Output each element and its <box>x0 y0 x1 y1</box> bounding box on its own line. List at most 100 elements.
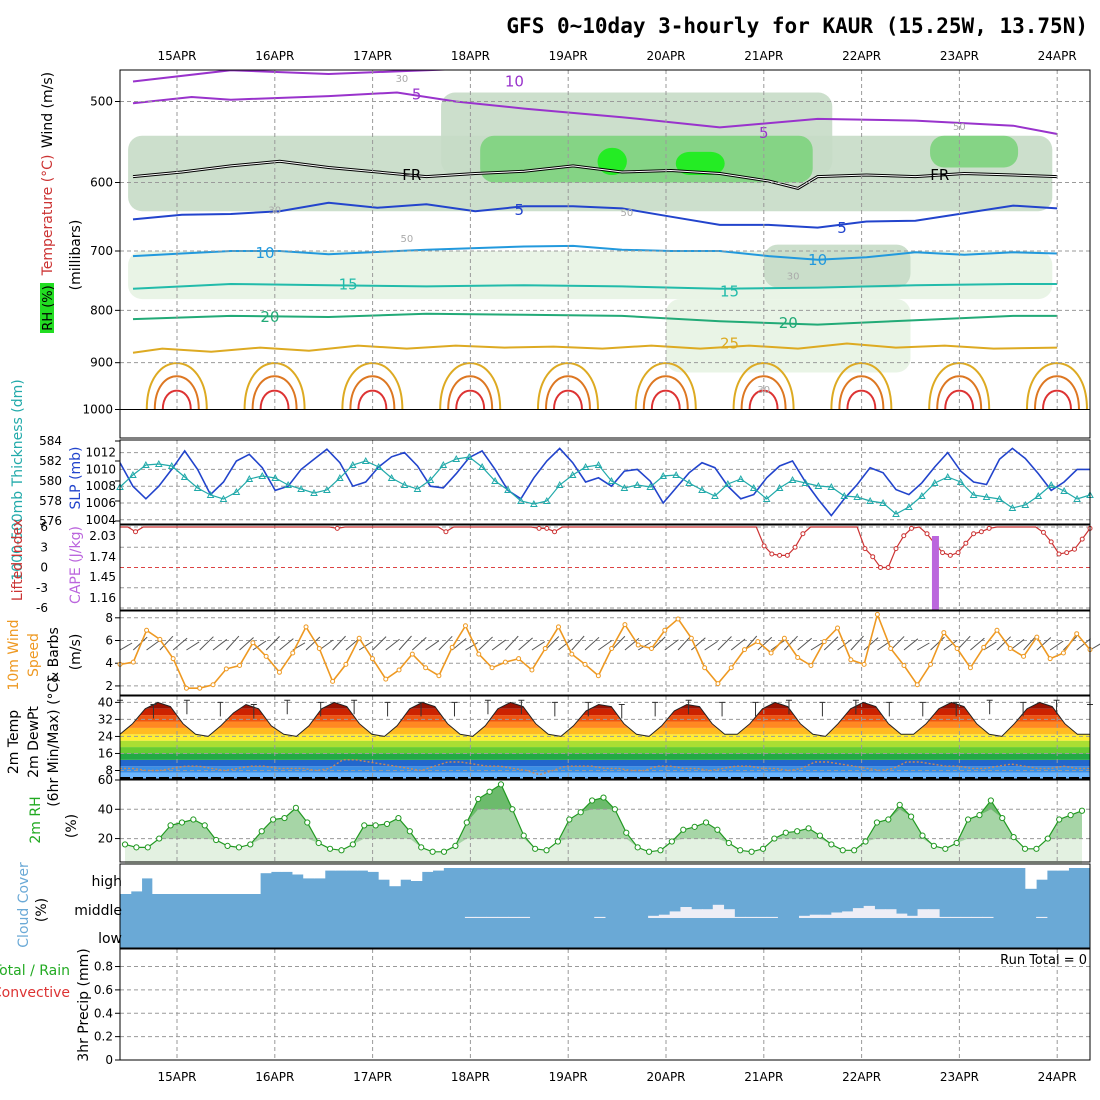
thickness-frame <box>119 439 1091 525</box>
wind-barb <box>159 635 174 651</box>
rh-point <box>463 819 470 826</box>
y-tick-label: 24 <box>98 729 113 743</box>
cloud-high-gap <box>260 864 272 868</box>
thickness-point <box>439 460 448 468</box>
y-tick-label: 600 <box>90 176 113 190</box>
cloud-high-bar <box>292 868 304 875</box>
wind-speed-point <box>423 665 429 671</box>
rh-point <box>885 816 892 823</box>
wind-barb <box>172 637 188 651</box>
wind-barb <box>863 637 879 651</box>
thickness-point <box>555 480 564 488</box>
thickness-point <box>167 461 176 469</box>
thickness-point <box>620 483 629 491</box>
rh-point <box>816 832 824 839</box>
temp-line <box>119 701 1090 737</box>
temp-band <box>120 772 1090 779</box>
lifted-index-point <box>1071 546 1077 552</box>
wind-speed-point <box>688 635 694 641</box>
wind-speed-point <box>569 651 575 657</box>
date-label-bottom: 15APR <box>157 1070 196 1084</box>
wind-speed-point <box>250 640 256 646</box>
contour-label: FR <box>930 166 949 184</box>
wind-speed-point <box>742 647 748 653</box>
cape-axis-title: CAPE (J/kg) <box>68 526 84 604</box>
y-tick-label: 16 <box>98 746 113 760</box>
low-level-isotherm <box>259 389 290 410</box>
lifted-index-point <box>877 565 883 570</box>
cloud-middle-bar <box>518 916 531 918</box>
y-tick-label: 32 <box>98 712 113 726</box>
y-tick-label: 576 <box>39 514 62 528</box>
low-level-isotherm <box>544 375 591 410</box>
wind-barb <box>584 636 600 651</box>
wind-speed-point <box>303 624 309 630</box>
wind-barb <box>146 639 161 651</box>
isotherm-line <box>132 244 1058 261</box>
lifted-index-point <box>947 552 953 558</box>
y-tick-label: 40 <box>98 695 113 709</box>
lifted-index-cape-panel: 6 3 0 -3 -6 1.16 1.45 1.74 2.03 Lifted Index CAPE … <box>10 519 1093 615</box>
wind-speed-point <box>1021 653 1027 659</box>
wind-axis-title: Wind (m/s) <box>40 72 56 148</box>
wind-barb <box>411 637 427 651</box>
rh-point <box>304 819 311 826</box>
date-label-bottom: 17APR <box>353 1070 392 1084</box>
wind-barb <box>372 636 387 651</box>
cloud-high-bar <box>378 868 390 880</box>
wind-speed-point <box>635 642 641 648</box>
cloud-high-bar <box>1046 868 1059 871</box>
wind-barb <box>225 635 240 651</box>
thickness-point <box>982 492 991 500</box>
rh-point <box>121 841 129 848</box>
thickness-point <box>788 475 797 483</box>
low-level-isotherm <box>634 362 697 410</box>
wind-speed-point <box>702 665 708 671</box>
wind-barb <box>239 637 254 651</box>
rh-point <box>532 845 539 852</box>
thickness-point <box>219 494 228 502</box>
wind-speed-point <box>967 665 973 671</box>
low-level-isotherm <box>447 375 494 410</box>
wind-speed-point <box>183 685 189 691</box>
lifted-index-point <box>870 554 876 560</box>
cloud-cover-panel: high middle low Cloud Cover (%) <box>16 862 1091 949</box>
wind-barb <box>265 636 280 651</box>
rh-point <box>144 844 151 851</box>
date-label-bottom: 24APR <box>1038 1070 1077 1084</box>
wind-speed-point <box>901 662 907 668</box>
wind-speed-point <box>848 657 854 663</box>
wind-barb <box>943 639 958 651</box>
thickness-axis-title: 1000-500mb Thickness (dm) <box>10 379 26 580</box>
wind-speed-point <box>582 661 588 667</box>
rh-point <box>851 847 858 854</box>
wind-10m-panel: 2 4 6 8 10m Wind Speed (m/s) & Barbs <box>6 610 1100 696</box>
low-level-isotherm <box>455 389 486 410</box>
thickness-point <box>607 476 616 484</box>
rh-point <box>725 839 732 847</box>
temp-band <box>120 740 1090 748</box>
low-level-isotherm <box>650 389 681 410</box>
rh-point <box>440 848 448 855</box>
cloud-high-gap <box>367 864 380 868</box>
rh-point <box>794 828 801 835</box>
wind-speed-point <box>197 685 203 691</box>
lifted-index-point <box>769 551 775 557</box>
cloud-middle-bar <box>508 916 520 918</box>
cloud-high-gap <box>249 864 261 868</box>
cloud-high-bar <box>303 868 315 879</box>
lifted-index-point <box>885 565 891 570</box>
y-tick-label: 20 <box>98 832 113 846</box>
low-level-isotherm <box>161 389 192 410</box>
rh-point <box>645 848 653 855</box>
thickness-point <box>387 473 396 481</box>
cloud-high-gap <box>314 864 326 868</box>
wind-speed-point <box>808 662 814 668</box>
thickness-point <box>930 478 939 486</box>
cloud-background <box>120 868 1090 948</box>
rh-point <box>429 848 436 855</box>
rh-point <box>668 838 675 845</box>
thickness-point <box>775 483 784 491</box>
upper-frame <box>119 69 1091 439</box>
cloud-middle-bar <box>799 915 811 918</box>
